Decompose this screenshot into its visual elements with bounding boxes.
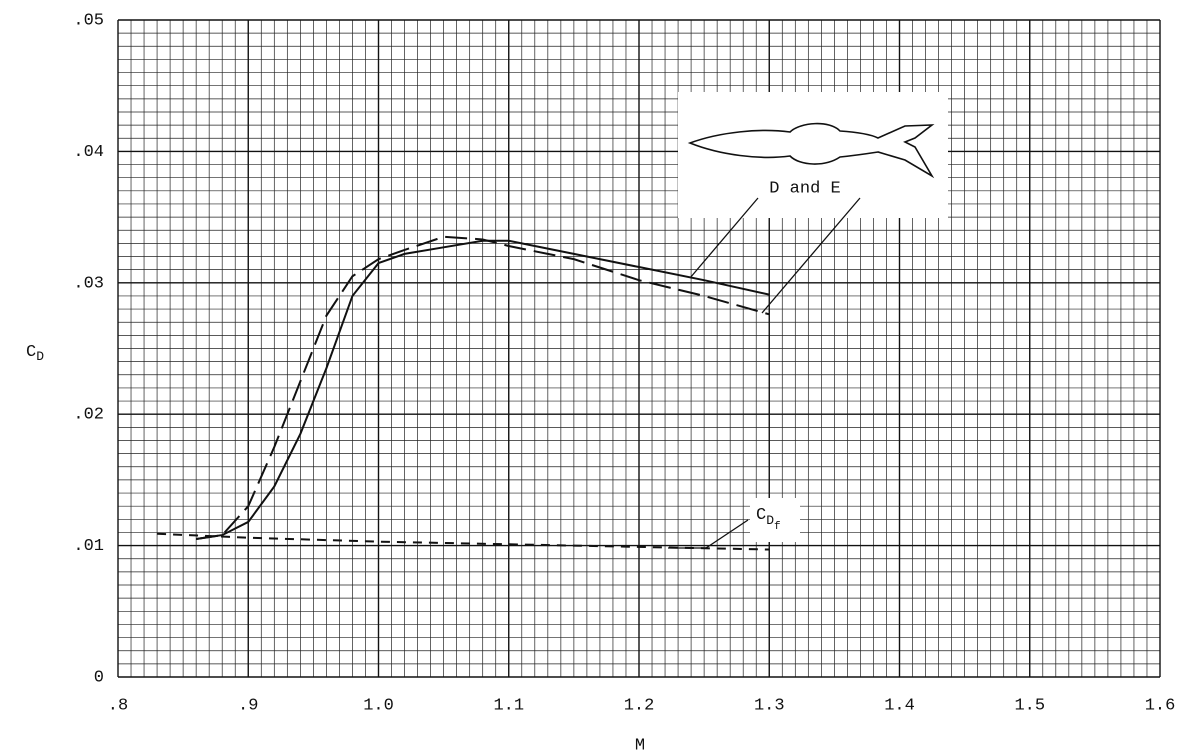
lines	[157, 235, 770, 551]
x-tick-label: 1.6	[1145, 696, 1176, 715]
inset: D and E	[678, 92, 948, 314]
x-axis-label: M	[635, 736, 645, 755]
grid	[117, 19, 1161, 678]
annotation: D and E	[769, 179, 840, 198]
x-tick-label: 1.1	[493, 696, 524, 715]
y-axis-label-text: C	[26, 343, 36, 362]
y-tick-label: .05	[73, 11, 104, 30]
y-tick-label: .04	[73, 143, 104, 162]
data-line	[196, 239, 770, 541]
data-line	[157, 532, 770, 551]
y-tick-label: .02	[73, 406, 104, 425]
x-tick-label: 1.2	[624, 696, 655, 715]
x-tick-label: .9	[238, 696, 258, 715]
x-tick-label: 1.5	[1014, 696, 1045, 715]
annotation-text: C	[756, 506, 766, 525]
y-tick-label: 0	[94, 668, 104, 687]
annotation-subsub: f	[774, 521, 781, 533]
y-axis-label: CD	[26, 343, 44, 364]
aircraft-sketch	[687, 122, 935, 179]
leader-line	[761, 197, 861, 314]
data-line	[196, 235, 770, 541]
inset-box	[678, 92, 948, 218]
x-tick-label: .8	[108, 696, 128, 715]
y-tick-label: .03	[73, 274, 104, 293]
x-tick-label: 1.3	[754, 696, 785, 715]
y-axis-label-sub: D	[36, 349, 44, 364]
y-tick-label: .01	[73, 537, 104, 556]
label-box	[750, 498, 800, 542]
annotation: CDf	[756, 506, 781, 532]
x-tick-label: 1.4	[884, 696, 915, 715]
leader-line	[668, 519, 749, 549]
annotation-sub: D	[766, 513, 774, 528]
cdf-label: CDf	[668, 498, 800, 549]
leader-line	[689, 197, 759, 279]
x-tick-label: 1.0	[363, 696, 394, 715]
